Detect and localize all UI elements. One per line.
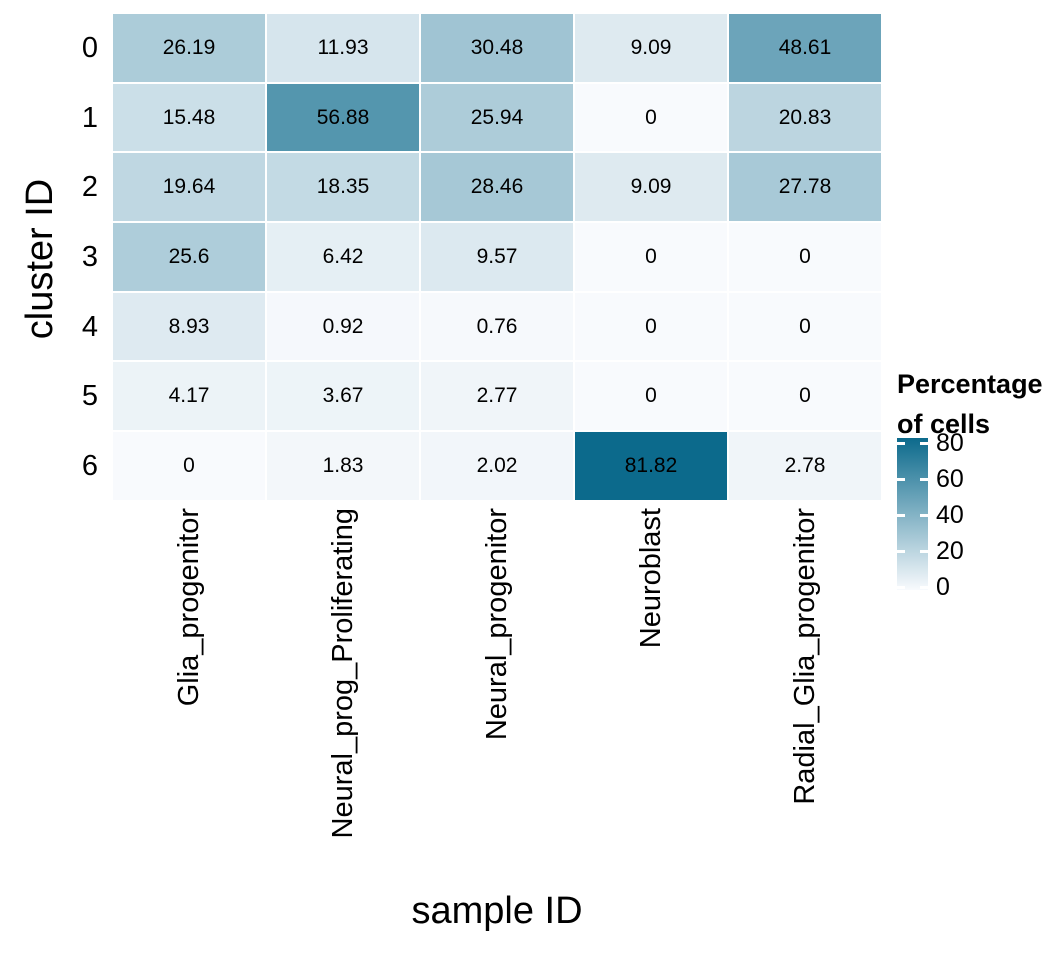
heatmap-cell: 6.42 xyxy=(267,223,419,291)
x-tick-label: Glia_progenitor xyxy=(173,508,205,707)
legend-tick-label: 20 xyxy=(936,537,964,566)
heatmap-cell: 0 xyxy=(575,223,727,291)
x-tick-label: Neural_progenitor xyxy=(481,508,513,741)
legend-tick-dash-left xyxy=(897,585,905,589)
heatmap-cell: 25.6 xyxy=(113,223,265,291)
heatmap-cell: 56.88 xyxy=(267,83,419,152)
legend-tick-label: 60 xyxy=(936,465,964,494)
y-tick-label: 6 xyxy=(81,450,98,483)
y-tick-label: 1 xyxy=(81,101,98,134)
legend-tick-dash-left xyxy=(897,441,905,445)
y-tick-label: 2 xyxy=(81,171,98,204)
x-axis-title: sample ID xyxy=(411,890,583,932)
legend-title: Percentage of cells xyxy=(897,364,1055,444)
y-tick-label: 0 xyxy=(81,31,98,64)
heatmap-cell: 2.78 xyxy=(729,432,881,500)
legend-tick-dash-left xyxy=(897,477,905,481)
heatmap-cell: 0 xyxy=(575,362,727,431)
legend-tick-dash-right xyxy=(920,513,928,517)
heatmap-cell: 0.92 xyxy=(267,292,419,361)
legend-tick-dash-left xyxy=(897,549,905,553)
heatmap-cell: 9.09 xyxy=(575,153,727,222)
heatmap-cell: 1.83 xyxy=(267,432,419,500)
heatmap-cell: 27.78 xyxy=(729,153,881,222)
heatmap-cell: 3.67 xyxy=(267,362,419,431)
x-tick-label: Neural_prog_Proliferating xyxy=(327,508,359,839)
heatmap-cell: 18.35 xyxy=(267,153,419,222)
y-tick-label: 5 xyxy=(81,380,98,413)
heatmap-cell: 2.77 xyxy=(421,362,573,431)
heatmap-cell: 9.09 xyxy=(575,14,727,82)
heatmap-cell: 0 xyxy=(729,362,881,431)
heatmap-cell: 25.94 xyxy=(421,83,573,152)
x-tick-label: Neuroblast xyxy=(635,508,667,649)
heatmap-cell: 19.64 xyxy=(113,153,265,222)
heatmap-cell: 0 xyxy=(575,83,727,152)
heatmap-grid: 26.19 11.93 30.48 9.09 48.61 15.48 56.88 25.94 0… xyxy=(113,14,881,500)
heatmap-cell: 0.76 xyxy=(421,292,573,361)
heatmap-cell: 0 xyxy=(575,292,727,361)
legend-tick-label: 0 xyxy=(936,573,950,601)
heatmap-cell: 30.48 xyxy=(421,14,573,82)
legend-tick-dash-left xyxy=(897,513,905,517)
y-tick-label: 4 xyxy=(81,310,98,343)
heatmap-cell: 0 xyxy=(729,223,881,291)
legend-tick-dash-right xyxy=(920,477,928,481)
heatmap-cell: 11.93 xyxy=(267,14,419,82)
heatmap-cell: 20.83 xyxy=(729,83,881,152)
heatmap-cell: 15.48 xyxy=(113,83,265,152)
legend-tick-label: 40 xyxy=(936,501,964,530)
heatmap-cell: 0 xyxy=(113,432,265,500)
legend-tick-dash-right xyxy=(920,549,928,553)
heatmap-cell: 9.57 xyxy=(421,223,573,291)
heatmap-cell: 2.02 xyxy=(421,432,573,500)
heatmap-cell: 26.19 xyxy=(113,14,265,82)
y-axis-title: cluster ID xyxy=(19,178,61,340)
heatmap-cell: 4.17 xyxy=(113,362,265,431)
heatmap-cell: 8.93 xyxy=(113,292,265,361)
legend-title-line1: Percentage xyxy=(897,369,1043,399)
x-tick-label: Radial_Glia_progenitor xyxy=(789,508,821,805)
heatmap-cell: 48.61 xyxy=(729,14,881,82)
heatmap-cell: 0 xyxy=(729,292,881,361)
legend-tick-label: 80 xyxy=(936,429,964,458)
heatmap-cell: 28.46 xyxy=(421,153,573,222)
legend-tick-dash-right xyxy=(920,585,928,589)
legend-tick-dash-right xyxy=(920,441,928,445)
y-tick-label: 3 xyxy=(81,240,98,273)
legend-title-line2: of cells xyxy=(897,409,991,439)
heatmap-cell: 81.82 xyxy=(575,432,727,500)
